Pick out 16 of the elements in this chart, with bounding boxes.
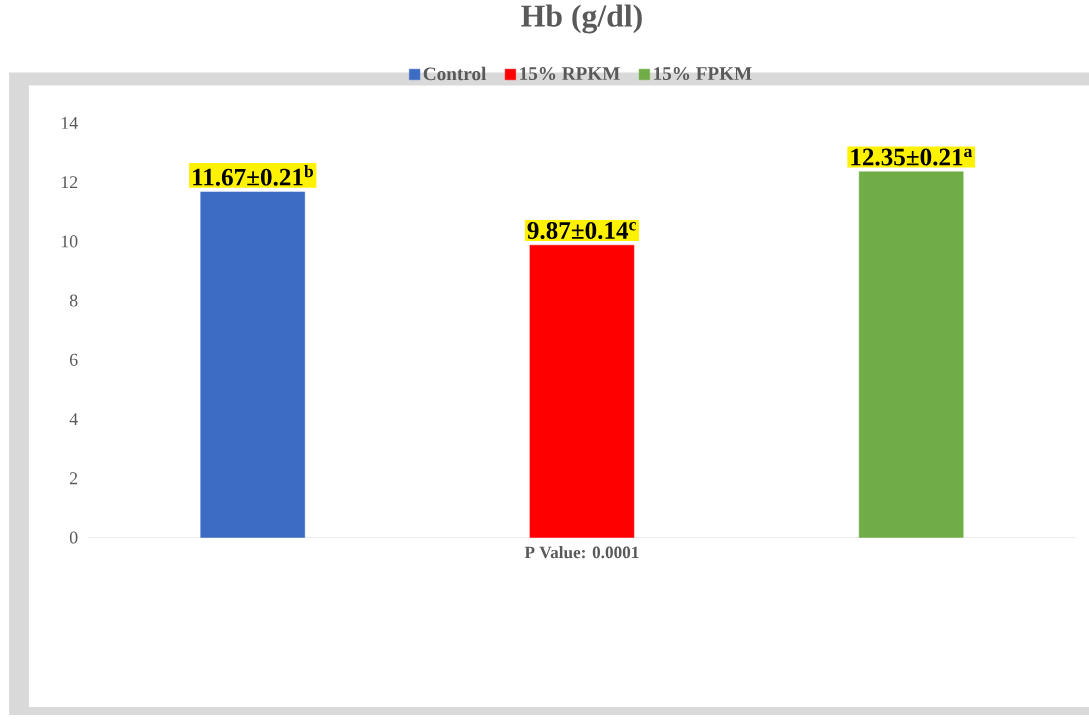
y-tick-label: 8 [69, 294, 78, 307]
data-label: 12.35±0.21$^{a}$ [851, 148, 973, 166]
data-label: 9.87±0.14$^{c}$ [527, 222, 636, 240]
y-tick-label: 10 [61, 235, 78, 248]
legend-label: 15% RPKM [520, 67, 620, 81]
data-label: 11.67±0.21$^{b}$ [193, 165, 313, 186]
y-tick-label: 0 [69, 531, 78, 544]
legend-label: 15% FPKM [654, 67, 752, 81]
y-tick-label: 14 [61, 117, 78, 130]
legend-label: Control [423, 67, 487, 81]
y-tick-label: 2 [70, 472, 78, 485]
y-tick-label: 12 [61, 176, 78, 189]
text: P Value: 0.0001 [524, 546, 639, 559]
y-tick-label: 4 [69, 413, 78, 426]
chart-title: Hb (g/dl) [521, 4, 642, 34]
y-tick-label: 6 [69, 354, 78, 367]
